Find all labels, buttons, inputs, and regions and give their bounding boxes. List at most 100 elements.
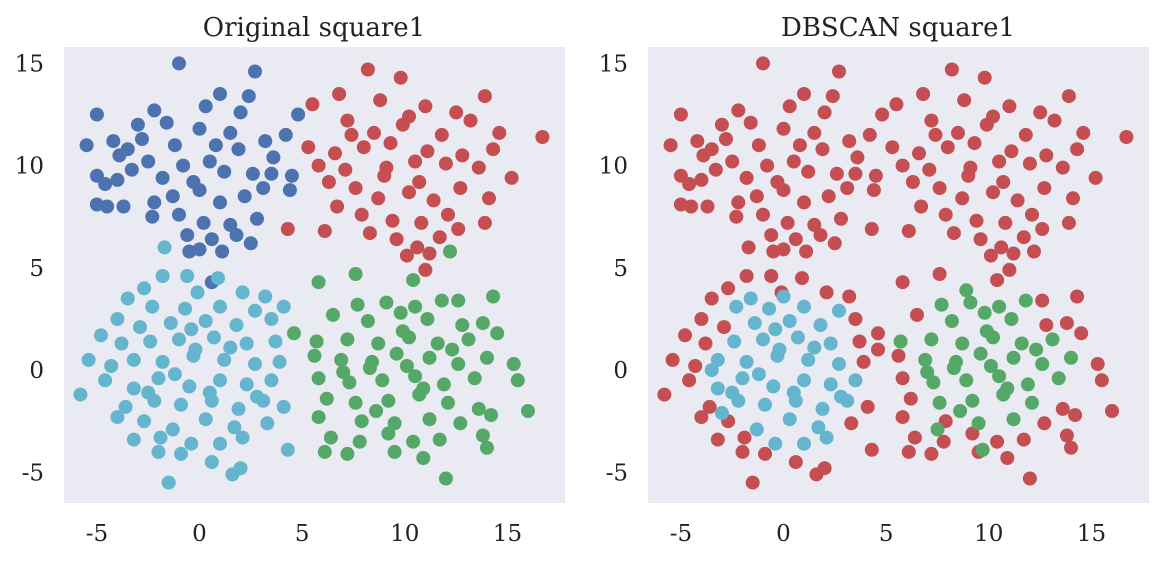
- scatter-point: [1035, 357, 1050, 371]
- scatter-point: [1025, 207, 1039, 222]
- scatter-point: [1070, 289, 1085, 304]
- scatter-point: [1066, 191, 1080, 206]
- scatter-point: [147, 195, 162, 210]
- scatter-point: [983, 248, 998, 263]
- scatter-point: [104, 359, 119, 373]
- scatter-point: [416, 381, 431, 396]
- scatter-point: [436, 377, 451, 392]
- scatter-point: [801, 352, 816, 367]
- scatter-point: [250, 211, 264, 226]
- scatter-point: [174, 446, 188, 461]
- scatter-point: [1006, 350, 1021, 365]
- scatter-point: [914, 199, 929, 214]
- scatter-point: [354, 207, 369, 222]
- scatter-point: [202, 154, 217, 169]
- scatter-point: [821, 189, 836, 204]
- scatter-point: [856, 354, 871, 369]
- scatter-point: [992, 369, 1007, 384]
- scatter-point: [924, 332, 939, 347]
- scatter-point: [951, 125, 965, 140]
- scatter-point: [141, 154, 156, 169]
- scatter-point: [237, 189, 252, 204]
- scatter-point: [204, 455, 219, 470]
- scatter-point: [94, 328, 108, 343]
- scatter-point: [756, 332, 770, 347]
- scatter-point: [1035, 222, 1050, 236]
- scatter-point: [340, 446, 355, 461]
- scatter-point: [986, 185, 1000, 200]
- scatter-point: [708, 162, 723, 177]
- scatter-point: [387, 416, 402, 431]
- scatter-point: [1045, 332, 1060, 347]
- scatter-point: [905, 175, 920, 189]
- scatter-point: [141, 385, 156, 400]
- scatter-point: [245, 166, 260, 181]
- scatter-point: [215, 244, 230, 259]
- scatter-point: [326, 307, 340, 322]
- scatter-point: [155, 269, 170, 283]
- scatter-point: [354, 414, 369, 429]
- scatter-point: [492, 125, 507, 140]
- scatter-point: [714, 406, 729, 420]
- scatter-point: [657, 387, 672, 402]
- scatter-point: [416, 451, 431, 465]
- scatter-point: [348, 267, 363, 281]
- scatter-point: [151, 371, 166, 386]
- scatter-point: [731, 103, 746, 118]
- scatter-point: [965, 393, 980, 408]
- scatter-point: [455, 148, 470, 163]
- scatter-point: [912, 146, 926, 161]
- scatter-point: [795, 271, 809, 286]
- scatter-point: [1016, 230, 1031, 245]
- scatter-point: [338, 162, 353, 177]
- scatter-point: [737, 430, 752, 445]
- scatter-point: [684, 199, 699, 214]
- scatter-point: [813, 228, 828, 243]
- scatter-point: [319, 391, 334, 406]
- scatter-point: [217, 164, 232, 179]
- scatter-point: [100, 199, 115, 214]
- scatter-point: [110, 312, 125, 326]
- y-tick-label: 15: [599, 51, 628, 77]
- scatter-point: [155, 354, 170, 369]
- scatter-point: [477, 89, 492, 104]
- scatter-point: [145, 209, 160, 224]
- scatter-point: [377, 168, 392, 183]
- scatter-point: [256, 181, 271, 196]
- scatter-point: [287, 326, 301, 341]
- scatter-point: [420, 144, 435, 159]
- scatter-point: [229, 228, 244, 243]
- scatter-point: [266, 150, 281, 165]
- scatter-point: [434, 127, 449, 142]
- scatter-point: [291, 107, 306, 122]
- scatter-point: [231, 142, 246, 157]
- scatter-point: [213, 299, 227, 314]
- scatter-point: [788, 232, 803, 247]
- y-tick-label: -5: [606, 460, 628, 486]
- scatter-point: [309, 334, 324, 349]
- scatter-point: [747, 316, 762, 331]
- scatter-point: [735, 444, 750, 459]
- scatter-point: [192, 121, 207, 136]
- scatter-point: [1018, 127, 1033, 142]
- scatter-point: [924, 113, 939, 128]
- scatter-point: [258, 134, 273, 149]
- scatter-point: [426, 193, 441, 208]
- scatter-point: [229, 318, 244, 333]
- scatter-point: [827, 236, 842, 251]
- scatter-point: [895, 371, 910, 386]
- scatter-point: [248, 64, 262, 79]
- scatter-point: [979, 324, 994, 339]
- scatter-point: [797, 87, 811, 101]
- scatter-point: [180, 228, 195, 243]
- scatter-point: [475, 428, 490, 443]
- scatter-point: [963, 295, 978, 310]
- scatter-point: [1047, 113, 1062, 128]
- scatter-point: [248, 303, 262, 318]
- scatter-point: [453, 181, 468, 196]
- scatter-point: [944, 314, 959, 328]
- scatter-point: [1037, 181, 1052, 196]
- scatter-point: [317, 444, 332, 459]
- scatter-point: [766, 244, 781, 259]
- scatter-point: [89, 107, 104, 122]
